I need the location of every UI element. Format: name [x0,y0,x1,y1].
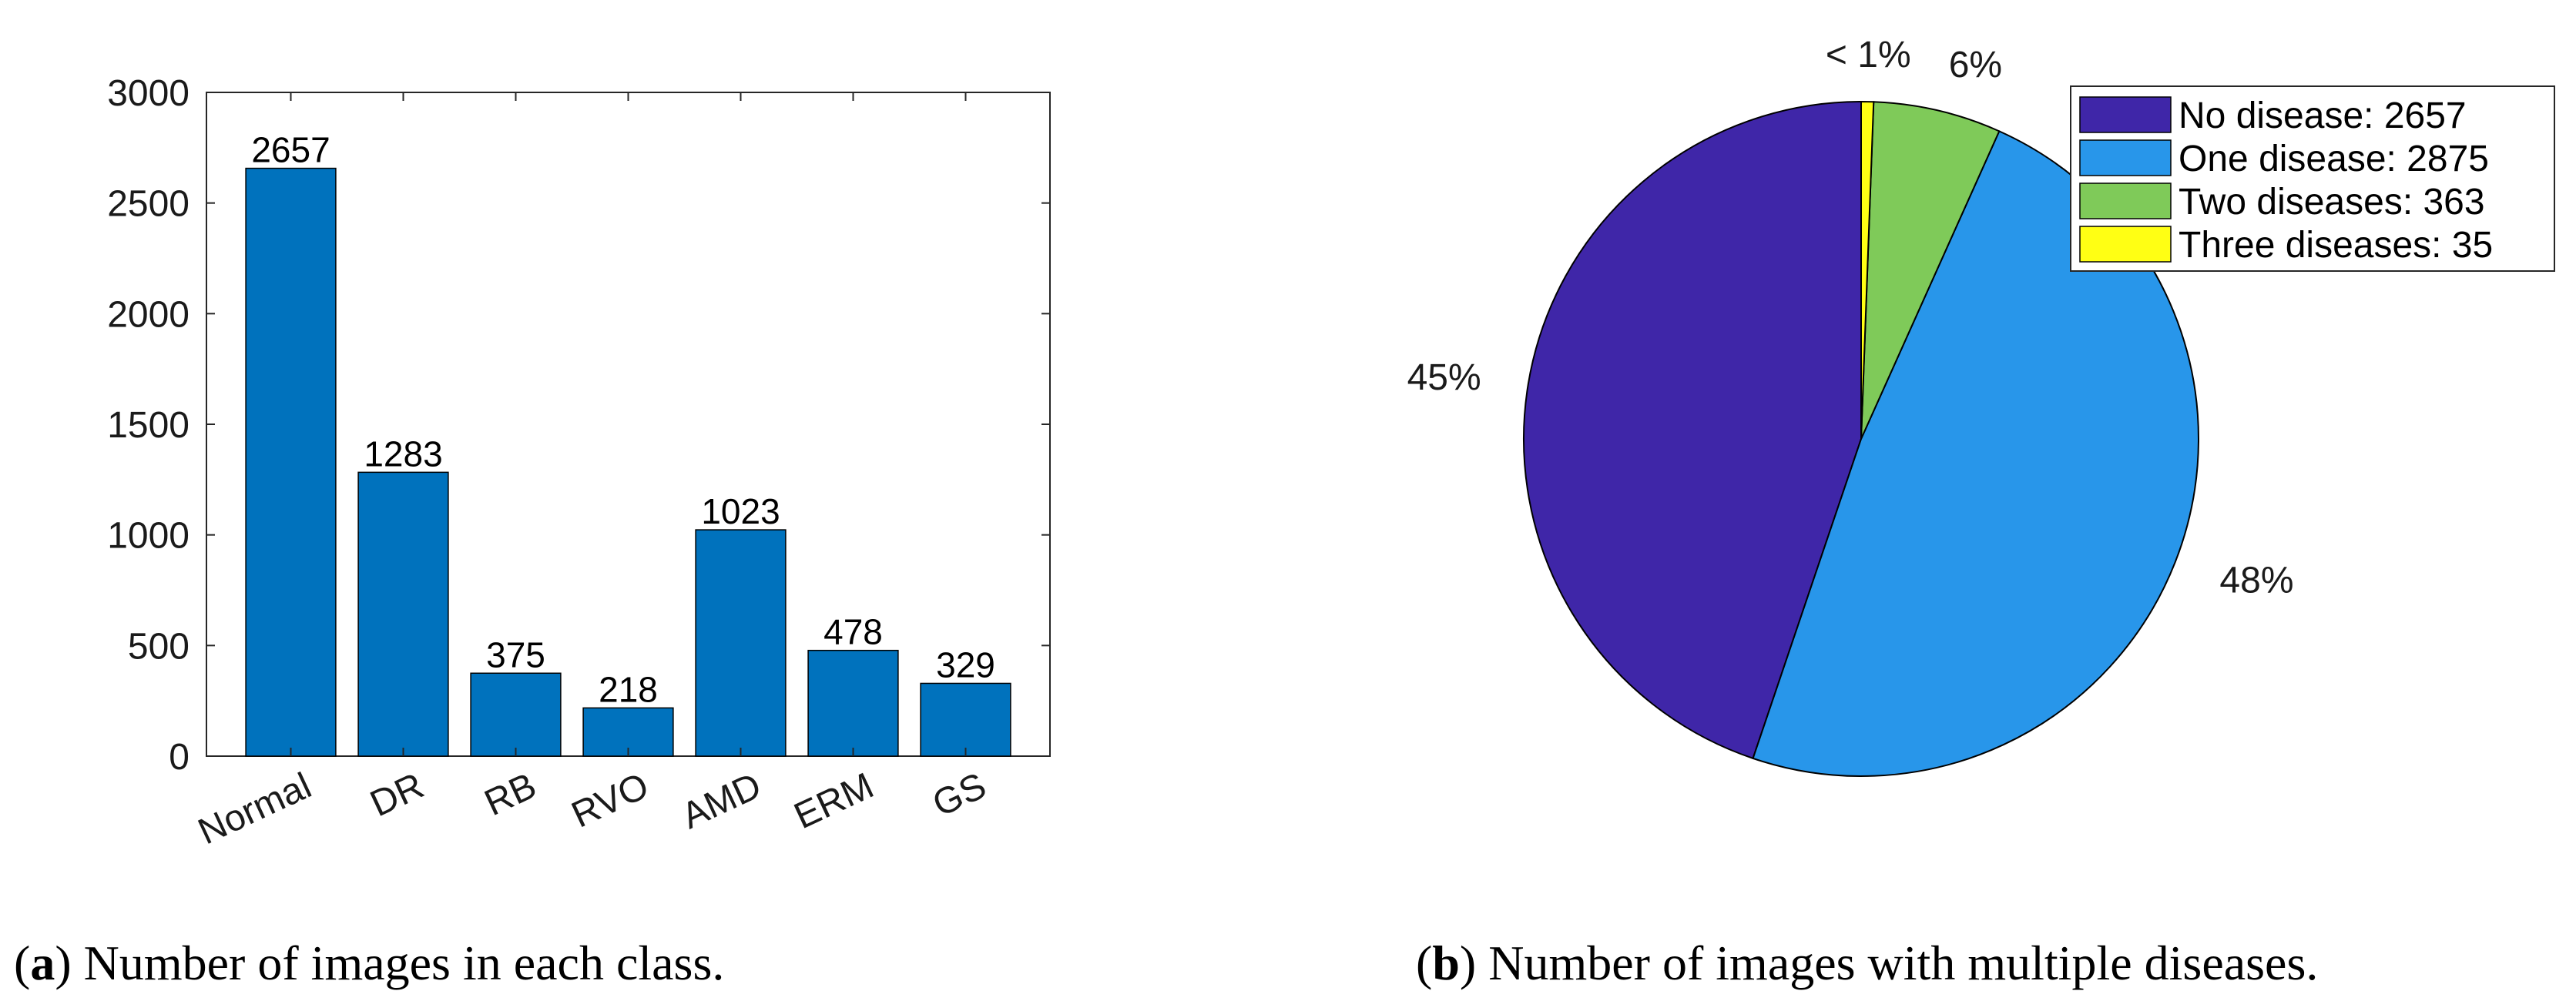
legend-swatch [2079,182,2172,219]
pie-percent-label: 48% [2219,561,2293,601]
x-tick-label: AMD [676,765,767,837]
caption-b-letter: b [1432,936,1460,990]
legend-entry: Two diseases: 363 [2179,182,2485,223]
caption-b: (b) Number of images with multiple disea… [1416,936,2318,990]
bar [357,471,449,757]
caption-a: (a) Number of images in each class. [14,936,724,990]
caption-a-text: Number of images in each class. [72,936,725,990]
x-tick-label: DR [364,765,430,825]
bar-data-label: 329 [936,644,995,685]
y-tick-label: 1500 [107,405,190,446]
x-tick-label: GS [927,765,992,825]
y-tick-label: 2500 [107,184,190,225]
bar [245,167,337,757]
legend-entry: Three diseases: 35 [2179,225,2493,266]
x-tick-label: RVO [565,765,655,836]
legend-swatch [2079,139,2172,176]
pie-percent-label: 45% [1407,357,1481,398]
pie-percent-label: 6% [1949,45,2002,85]
bar-data-label: 375 [486,634,545,675]
x-tick-label: ERM [788,765,880,837]
x-tick-label: RB [478,765,542,824]
bar [807,649,899,757]
bar [470,672,562,757]
y-tick-label: 1000 [107,516,190,557]
bar [695,529,787,757]
bar-data-label: 1023 [701,491,780,531]
legend-entry: No disease: 2657 [2179,95,2467,136]
bar-data-label: 2657 [251,130,330,170]
y-tick-label: 0 [169,737,190,778]
bar-series [245,167,1011,757]
x-tick-label: Normal [193,765,318,852]
bar-data-label: 1283 [364,434,442,474]
y-tick-label: 500 [128,626,190,667]
y-tick-label: 2000 [107,294,190,335]
y-tick-label: 3000 [107,73,190,114]
legend-entry: One disease: 2875 [2179,139,2489,179]
caption-b-text: Number of images with multiple diseases. [1476,936,2318,990]
pie-slice [1860,101,2001,440]
pie-percent-labels: 45% 48% 6% < 1% [1407,35,2294,601]
pie-slices [1523,100,2200,777]
pie-slice [1523,100,1862,760]
bar-data-labels: 2657 1283 375 218 1023 478 329 [251,130,995,710]
legend-swatch [2079,96,2172,133]
pie-percent-label: < 1% [1826,35,1911,75]
caption-a-letter: a [30,936,55,990]
pie-slice [1860,100,1875,440]
bar [920,682,1011,757]
bar-data-label: 478 [823,612,883,652]
bar-chart: 0 500 1000 1500 2000 2500 3000 2657 1283 375 218 1… [107,73,1051,852]
bar-data-label: 218 [599,669,658,709]
bar-y-axis: 0 500 1000 1500 2000 2500 3000 [107,73,1050,778]
legend-swatch [2079,226,2172,263]
